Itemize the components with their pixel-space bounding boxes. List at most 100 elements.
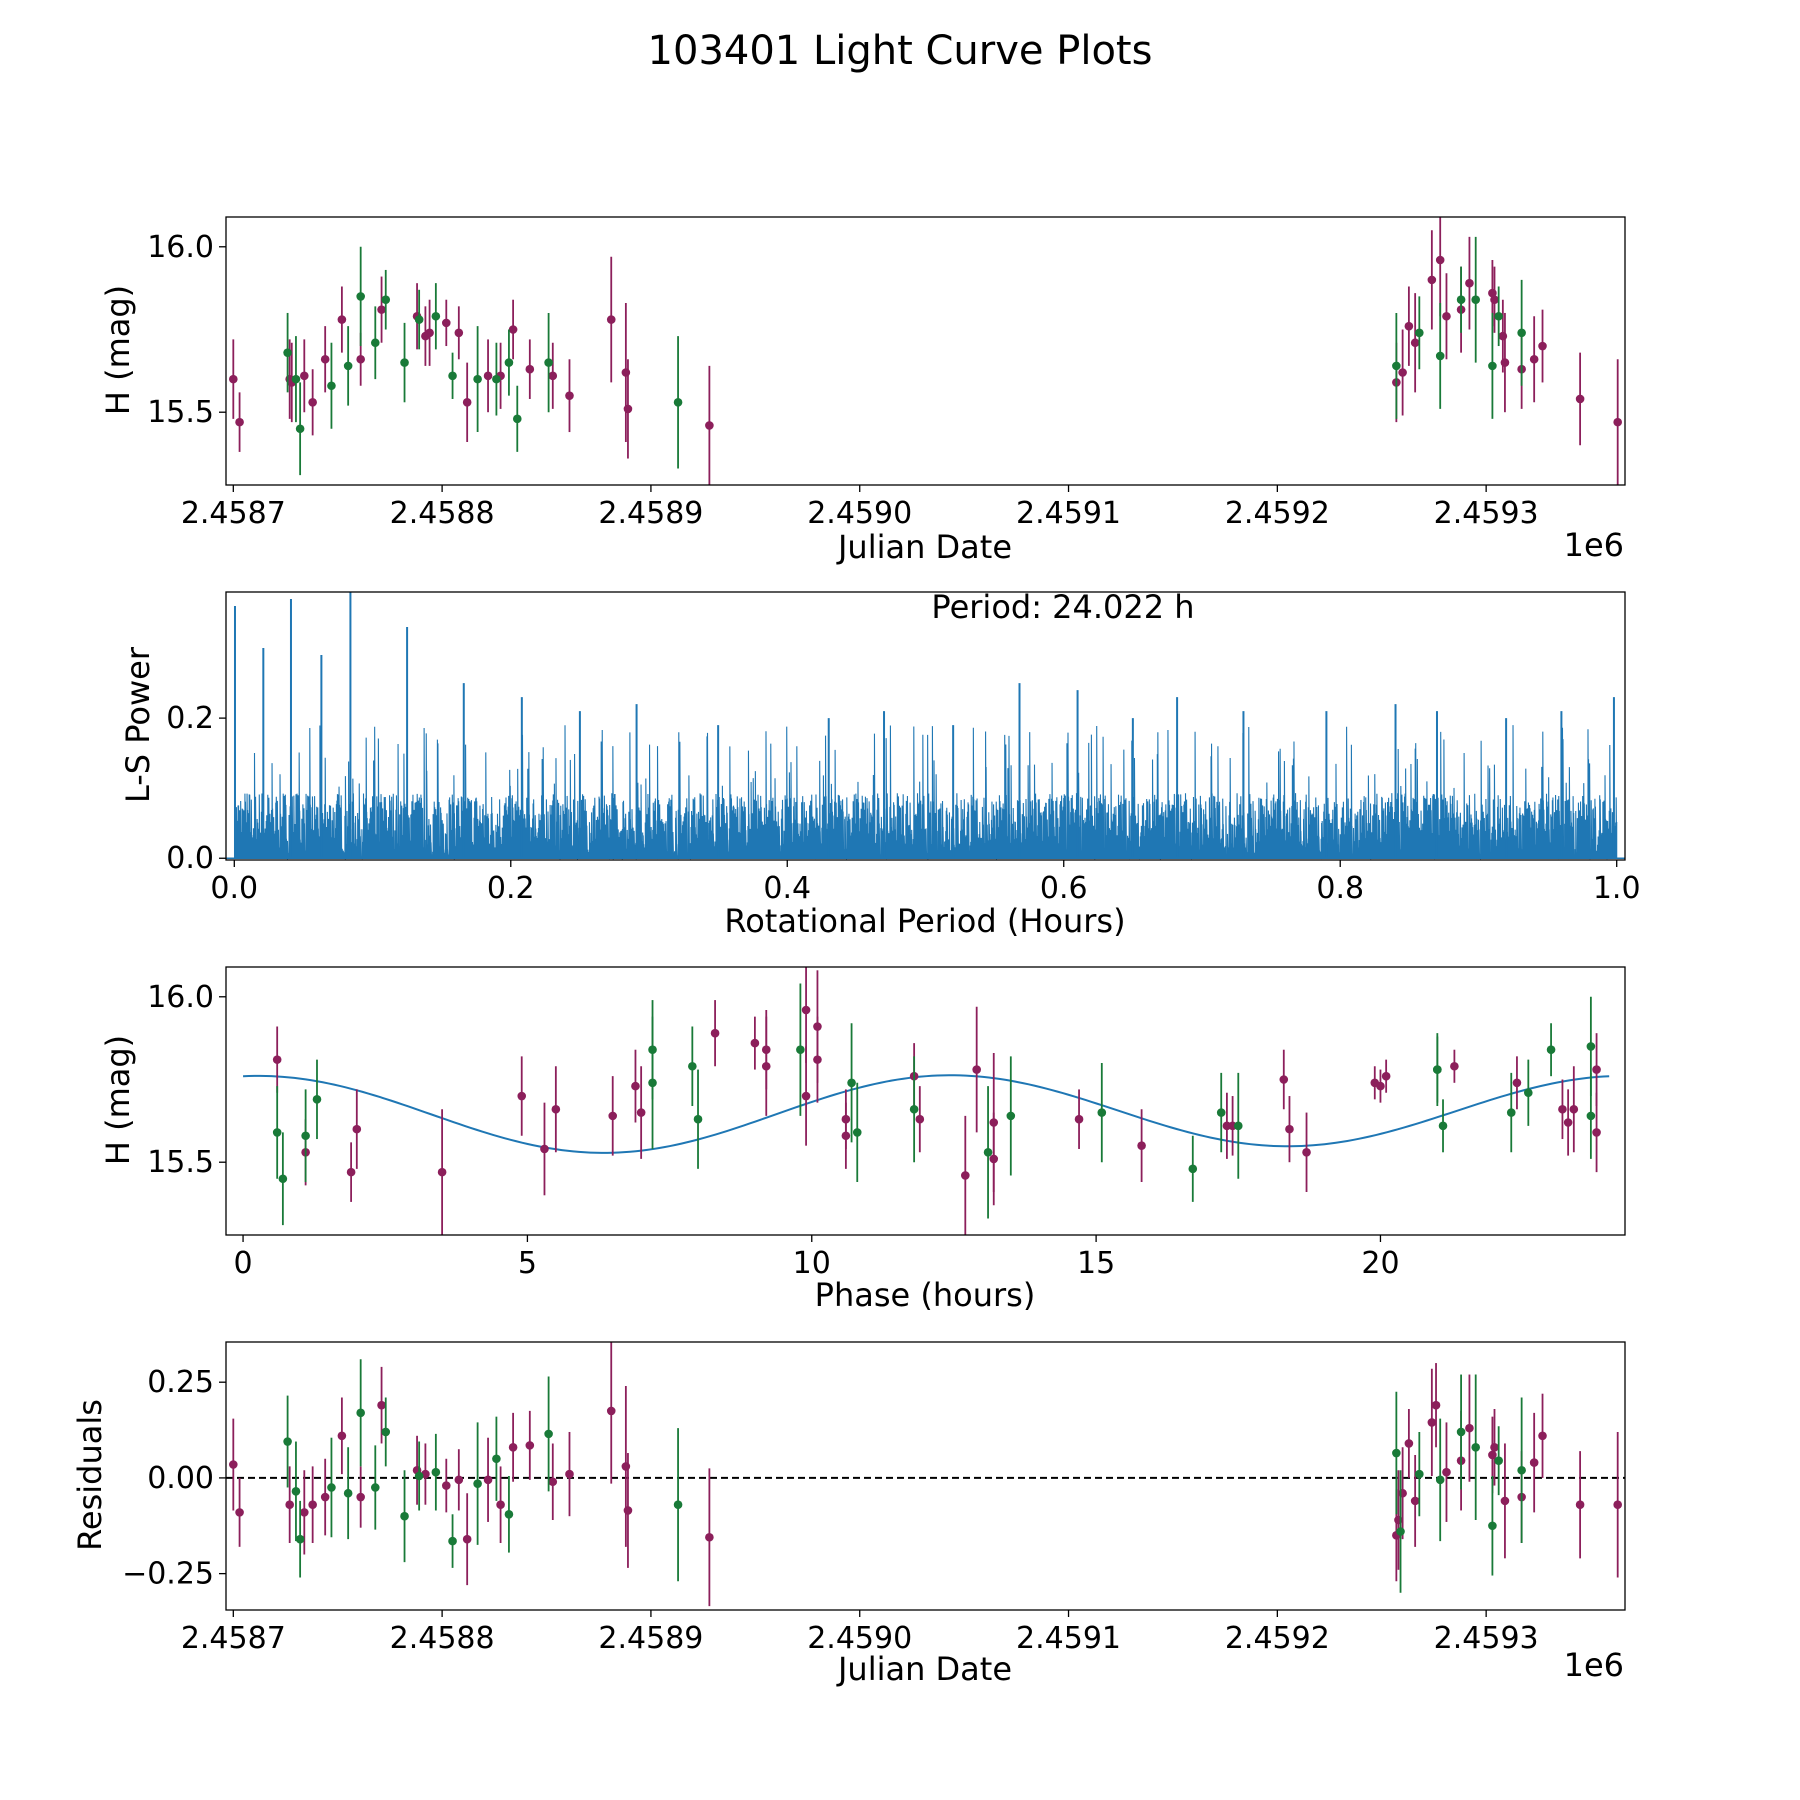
residuals-point-red (623, 1506, 633, 1515)
residuals-point-green (327, 1483, 336, 1492)
residuals-point-red (621, 1462, 631, 1471)
periodogram-xtick-label: 0.2 (487, 871, 535, 906)
lightcurve-point-red (1410, 338, 1420, 348)
residuals-point-red (300, 1508, 309, 1517)
lightcurve-point-red (337, 315, 347, 324)
lightcurve-point-green (473, 374, 482, 384)
residuals-point-red (229, 1460, 238, 1469)
phased-point-green (1233, 1121, 1243, 1131)
residuals-point-red (1465, 1423, 1474, 1433)
phased-point-red (1279, 1075, 1289, 1084)
residuals-point-red (496, 1500, 505, 1510)
residuals-point-red (285, 1500, 294, 1510)
lightcurve-point-green (448, 371, 457, 381)
phased-point-red (540, 1144, 549, 1154)
lightcurve-point-green (673, 397, 683, 407)
phased-point-red (352, 1124, 362, 1134)
phased-point-green (1188, 1164, 1198, 1174)
lightcurve-point-red (705, 421, 714, 430)
phased-point-green (1506, 1108, 1516, 1117)
residuals-point-green (370, 1483, 380, 1492)
phased-point-red (989, 1118, 999, 1127)
phased-point-red (841, 1114, 851, 1124)
lightcurve-xlabel: Julian Date (836, 528, 1012, 566)
lightcurve-point-red (441, 318, 451, 328)
residuals-point-green (400, 1511, 409, 1521)
residuals-point-red (1538, 1431, 1547, 1441)
lightcurve-point-red (623, 404, 633, 414)
residuals-point-red (1575, 1500, 1585, 1510)
phased-xtick-label: 0 (234, 1246, 253, 1281)
residuals-point-green (295, 1534, 305, 1544)
phased-point-red (1302, 1147, 1311, 1157)
residuals-points (229, 1342, 1622, 1607)
residuals-point-red (1613, 1500, 1622, 1510)
phased-xlabel: Phase (hours) (815, 1276, 1036, 1314)
lightcurve-point-red (525, 364, 535, 374)
lightcurve-point-green (356, 292, 365, 301)
lightcurve-point-green (1488, 361, 1497, 371)
lightcurve-ytick-label: 16.0 (147, 230, 214, 265)
phased-model-curve (243, 1074, 1610, 1154)
phased-point-red (517, 1091, 527, 1101)
residuals-xtick-label: 2.4593 (1434, 1621, 1539, 1656)
lightcurve-point-red (425, 328, 434, 338)
phased-point-green (1433, 1065, 1442, 1074)
lightcurve-xtick-label: 2.4593 (1434, 496, 1539, 531)
phased-point-red (761, 1045, 771, 1055)
residuals-point-green (381, 1427, 391, 1437)
lightcurve-point-green (327, 381, 336, 391)
residuals-ylabel: Residuals (71, 1399, 109, 1551)
periodogram-xtick-label: 0.8 (1316, 871, 1364, 906)
lightcurve-offset-label: 1e6 (1564, 526, 1624, 564)
lightcurve-point-red (308, 397, 317, 407)
phased-point-red (1376, 1081, 1385, 1091)
lightcurve-point-red (1613, 417, 1622, 427)
phased-point-red (1450, 1061, 1459, 1071)
residuals-point-green (1488, 1521, 1497, 1531)
lightcurve-xtick-label: 2.4589 (598, 496, 703, 531)
phased-point-red (750, 1038, 760, 1048)
residuals-point-green (414, 1471, 424, 1481)
lightcurve-point-green (414, 315, 424, 324)
residuals-point-red (606, 1406, 616, 1416)
phased-point-green (847, 1078, 856, 1088)
residuals-point-green (492, 1454, 501, 1464)
lightcurve-point-red (606, 315, 616, 324)
residuals-point-red (462, 1534, 472, 1544)
lightcurve-point-green (492, 374, 501, 384)
phased-point-green (909, 1104, 919, 1114)
phased-point-red (801, 1005, 811, 1015)
residuals-xlabel: Julian Date (836, 1650, 1012, 1688)
phased-point-green (648, 1078, 657, 1088)
phased-point-red (1558, 1104, 1567, 1114)
phased-point-red (801, 1091, 811, 1101)
phased-ytick-label: 16.0 (147, 980, 214, 1015)
phased-point-green (852, 1128, 862, 1137)
residuals-point-red (705, 1532, 714, 1542)
lightcurve-point-green (1415, 328, 1424, 338)
periodogram-xtick-label: 0.6 (1040, 871, 1088, 906)
lightcurve-point-green (400, 358, 409, 367)
residuals-xtick-label: 2.4592 (1225, 1621, 1330, 1656)
residuals-point-red (454, 1475, 464, 1485)
phased-point-red (1512, 1078, 1522, 1088)
residuals-ytick-label: 0.25 (147, 1365, 214, 1400)
residuals-point-red (1431, 1400, 1441, 1410)
residuals-offset-label: 1e6 (1564, 1646, 1624, 1684)
residuals-point-red (483, 1475, 493, 1485)
residuals-point-green (473, 1479, 482, 1488)
phased-point-red (972, 1065, 981, 1074)
lightcurve-point-red (377, 305, 386, 314)
residuals-point-red (525, 1441, 535, 1450)
residuals-point-red (1398, 1488, 1407, 1498)
residuals-point-green (1435, 1475, 1445, 1485)
periodogram-ytick-label: 0.2 (166, 701, 214, 736)
residuals-point-green (291, 1487, 301, 1496)
phased-point-red (1285, 1124, 1294, 1134)
residuals-point-red (1427, 1418, 1437, 1427)
lightcurve-point-red (1442, 311, 1451, 321)
residuals-point-green (448, 1536, 457, 1546)
lightcurve-point-red (1490, 295, 1499, 305)
phased-point-green (312, 1095, 322, 1104)
